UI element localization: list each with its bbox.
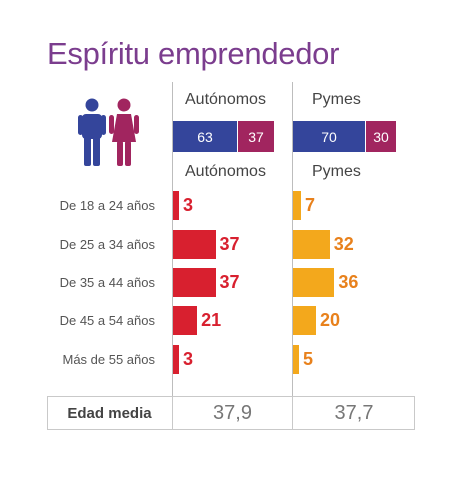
age-value-autonomos: 3 bbox=[183, 349, 194, 369]
age-bar-autonomos bbox=[173, 345, 179, 374]
pymes-women-value: 30 bbox=[373, 128, 389, 145]
age-value-pymes: 32 bbox=[333, 234, 354, 254]
age-bar-autonomos bbox=[173, 306, 198, 335]
age-bar-autonomos bbox=[173, 191, 179, 220]
pymes-men-value: 70 bbox=[321, 128, 337, 145]
age-value-pymes: 36 bbox=[338, 272, 359, 292]
column-divider-right bbox=[292, 82, 293, 396]
age-bar-autonomos bbox=[173, 268, 216, 297]
autonomos-women-bar: 37 bbox=[237, 121, 274, 152]
age-bar-pymes bbox=[293, 191, 302, 220]
gender-header-autonomos: Autónomos bbox=[185, 91, 266, 108]
age-header-pymes: Pymes bbox=[312, 163, 361, 180]
age-bar-pymes bbox=[293, 306, 316, 335]
chart-title: Espíritu emprendedor bbox=[47, 36, 340, 71]
age-value-pymes: 20 bbox=[320, 310, 341, 330]
pymes-men-bar: 70 bbox=[293, 121, 365, 152]
autonomos-men-value: 63 bbox=[197, 128, 213, 145]
gender-icon bbox=[78, 98, 139, 166]
gender-header-pymes: Pymes bbox=[312, 91, 361, 108]
woman-icon bbox=[109, 98, 139, 166]
man-icon bbox=[78, 98, 106, 166]
average-age-pymes: 37,7 bbox=[334, 401, 374, 424]
age-header-autonomos: Autónomos bbox=[185, 163, 266, 180]
column-divider-left bbox=[172, 82, 173, 396]
age-bar-pymes bbox=[293, 230, 330, 259]
average-age-row bbox=[47, 396, 415, 430]
age-category-label: De 35 a 44 años bbox=[59, 275, 155, 290]
pymes-women-bar: 30 bbox=[365, 121, 396, 152]
age-category-label: De 18 a 24 años bbox=[59, 198, 155, 213]
average-age-label: Edad media bbox=[67, 404, 152, 422]
age-value-autonomos: 3 bbox=[183, 195, 194, 215]
age-value-pymes: 7 bbox=[305, 195, 316, 215]
autonomos-men-bar: 63 bbox=[173, 121, 237, 152]
autonomos-women-value: 37 bbox=[248, 128, 264, 145]
age-bar-pymes bbox=[293, 268, 335, 297]
age-bar-autonomos bbox=[173, 230, 216, 259]
age-category-label: De 45 a 54 años bbox=[59, 313, 155, 328]
summary-divider-left bbox=[172, 396, 173, 430]
age-category-label: De 25 a 34 años bbox=[59, 237, 155, 252]
average-age-autonomos: 37,9 bbox=[213, 401, 252, 424]
age-value-autonomos: 37 bbox=[219, 272, 240, 292]
age-value-autonomos: 21 bbox=[201, 310, 222, 330]
age-value-pymes: 5 bbox=[303, 349, 314, 369]
summary-divider-right bbox=[292, 396, 293, 430]
age-bar-pymes bbox=[293, 345, 299, 374]
age-category-label: Más de 55 años bbox=[62, 352, 155, 367]
age-value-autonomos: 37 bbox=[219, 234, 240, 254]
